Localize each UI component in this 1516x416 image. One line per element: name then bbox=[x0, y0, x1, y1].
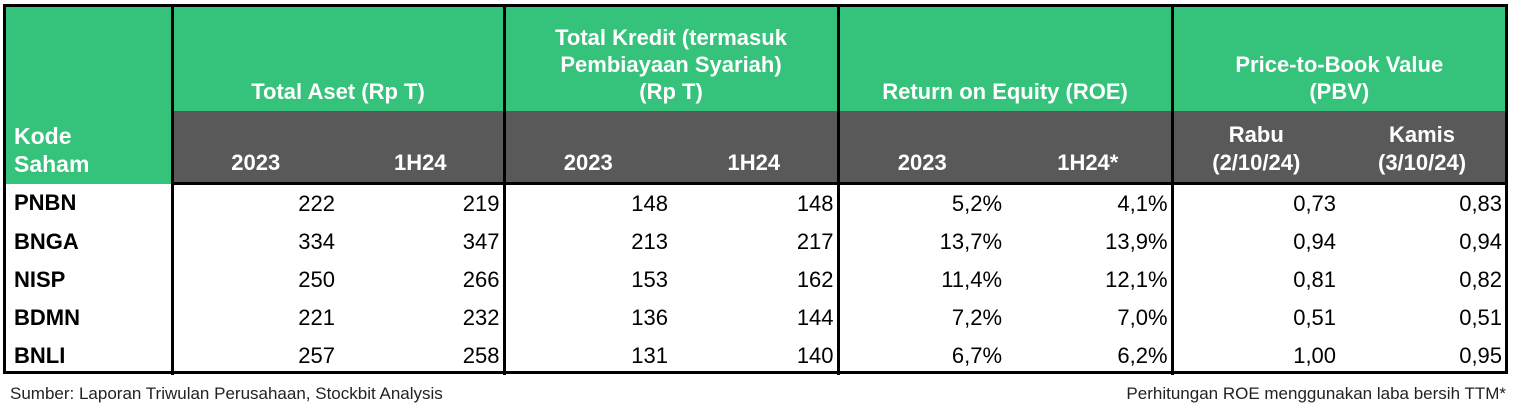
value-cell: 0,73 bbox=[1293, 191, 1337, 216]
total-kredit-title-line2: Pembiayaan Syariah) bbox=[560, 52, 782, 77]
value-cell: 347 bbox=[338, 223, 506, 261]
stock-code-cell: BDMN bbox=[6, 299, 174, 337]
value-cell: 13,7% bbox=[939, 229, 1003, 254]
value-cell: 12,1% bbox=[1005, 261, 1174, 299]
stock-code-cell: NISP bbox=[6, 261, 174, 299]
bank-metrics-table: Kode Saham Total Aset (Rp T) Total Kredi… bbox=[6, 7, 1506, 375]
value-cell: 7,2% bbox=[951, 305, 1003, 330]
table-body: PNBN 222 219 148 148 5,2% 4,1% 0,73 0,83 BNGA 334 3… bbox=[6, 183, 1505, 375]
table-row: PNBN 222 219 148 148 5,2% 4,1% 0,73 0,83 bbox=[6, 183, 1505, 223]
kode-saham-header: Kode Saham bbox=[6, 7, 174, 184]
value-cell: 0,51 bbox=[1459, 305, 1503, 330]
value-cell: 153 bbox=[631, 267, 669, 292]
value-cell: 250 bbox=[298, 267, 335, 292]
roe-title: Return on Equity (ROE) bbox=[882, 79, 1128, 104]
value-cell: 217 bbox=[671, 223, 840, 261]
stock-code-cell: PNBN bbox=[6, 183, 174, 223]
kode-header-line2: Saham bbox=[14, 150, 90, 177]
pbv-kamis-date: (3/10/24) bbox=[1378, 150, 1467, 175]
value-cell: 0,94 bbox=[1459, 229, 1503, 254]
total-kredit-title-line1: Total Kredit (termasuk bbox=[555, 25, 787, 50]
sub-header-pbv-kamis: Kamis (3/10/24) bbox=[1339, 111, 1506, 185]
value-cell: 0,51 bbox=[1293, 305, 1337, 330]
comparison-table: Kode Saham Total Aset (Rp T) Total Kredi… bbox=[3, 4, 1508, 375]
value-cell: 0,82 bbox=[1459, 267, 1503, 292]
value-cell: 148 bbox=[671, 183, 840, 223]
group-header-total-kredit: Total Kredit (termasuk Pembiayaan Syaria… bbox=[504, 7, 840, 111]
value-cell: 1,00 bbox=[1293, 343, 1337, 368]
value-cell: 131 bbox=[631, 343, 669, 368]
value-cell: 0,94 bbox=[1293, 229, 1337, 254]
value-cell: 257 bbox=[298, 343, 335, 368]
stock-code-cell: BNLI bbox=[6, 337, 174, 375]
pbv-title-line1: Price-to-Book Value bbox=[1235, 52, 1444, 77]
value-cell: 11,4% bbox=[941, 267, 1003, 292]
value-cell: 144 bbox=[671, 299, 840, 337]
sub-header-kredit-1h24: 1H24 bbox=[671, 111, 840, 185]
value-cell: 148 bbox=[631, 191, 669, 216]
pbv-rabu-label: Rabu bbox=[1228, 122, 1284, 147]
value-cell: 219 bbox=[338, 183, 506, 223]
value-cell: 0,95 bbox=[1459, 343, 1503, 368]
value-cell: 6,2% bbox=[1005, 337, 1174, 375]
value-cell: 222 bbox=[298, 191, 335, 216]
value-cell: 4,1% bbox=[1005, 183, 1174, 223]
value-cell: 5,2% bbox=[951, 191, 1003, 216]
group-header-roe: Return on Equity (ROE) bbox=[838, 7, 1174, 111]
value-cell: 258 bbox=[338, 337, 506, 375]
kode-header-line1: Kode bbox=[14, 122, 72, 149]
value-cell: 162 bbox=[671, 261, 840, 299]
pbv-rabu-date: (2/10/24) bbox=[1212, 150, 1301, 175]
table-row: NISP 250 266 153 162 11,4% 12,1% 0,81 0,82 bbox=[6, 261, 1505, 299]
group-header-pbv: Price-to-Book Value (PBV) bbox=[1172, 7, 1506, 111]
sub-header-aset-1h24: 1H24 bbox=[338, 111, 506, 185]
source-note: Sumber: Laporan Triwulan Perusahaan, Sto… bbox=[10, 384, 443, 403]
sub-header-kredit-2023: 2023 bbox=[504, 111, 672, 185]
value-cell: 221 bbox=[298, 305, 335, 330]
pbv-title-line2: (PBV) bbox=[1309, 79, 1370, 104]
table-row: BDMN 221 232 136 144 7,2% 7,0% 0,51 0,51 bbox=[6, 299, 1505, 337]
stock-code-cell: BNGA bbox=[6, 223, 174, 261]
sub-header-pbv-rabu: Rabu (2/10/24) bbox=[1172, 111, 1340, 185]
pbv-kamis-label: Kamis bbox=[1389, 122, 1456, 147]
value-cell: 13,9% bbox=[1005, 223, 1174, 261]
sub-header-roe-1h24: 1H24* bbox=[1005, 111, 1174, 185]
value-cell: 0,83 bbox=[1459, 191, 1503, 216]
value-cell: 334 bbox=[298, 229, 335, 254]
value-cell: 0,81 bbox=[1293, 267, 1337, 292]
roe-footnote: Perhitungan ROE menggunakan laba bersih … bbox=[1126, 384, 1506, 403]
sub-header-roe-2023: 2023 bbox=[838, 111, 1006, 185]
value-cell: 266 bbox=[338, 261, 506, 299]
group-header-total-aset: Total Aset (Rp T) bbox=[172, 7, 506, 111]
value-cell: 232 bbox=[338, 299, 506, 337]
table-row: BNGA 334 347 213 217 13,7% 13,9% 0,94 0,94 bbox=[6, 223, 1505, 261]
value-cell: 140 bbox=[671, 337, 840, 375]
table-row: BNLI 257 258 131 140 6,7% 6,2% 1,00 0,95 bbox=[6, 337, 1505, 375]
sub-header-aset-2023: 2023 bbox=[172, 111, 338, 185]
value-cell: 136 bbox=[631, 305, 669, 330]
value-cell: 7,0% bbox=[1005, 299, 1174, 337]
value-cell: 6,7% bbox=[951, 343, 1003, 368]
total-aset-title: Total Aset (Rp T) bbox=[251, 79, 425, 104]
total-kredit-title-line3: (Rp T) bbox=[639, 79, 703, 104]
value-cell: 213 bbox=[631, 229, 669, 254]
